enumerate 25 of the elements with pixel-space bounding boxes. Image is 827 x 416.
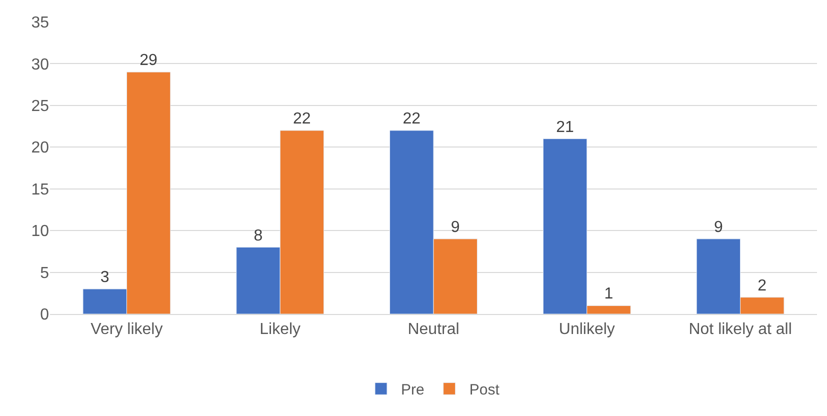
data-label: 22 <box>402 110 421 128</box>
y-tick-label: 20 <box>31 140 50 157</box>
x-tick-label: Neutral <box>408 321 460 338</box>
y-tick-label: 10 <box>31 223 50 240</box>
data-label: 8 <box>254 227 263 244</box>
legend-label: Post <box>469 382 500 398</box>
y-tick-label: 5 <box>40 264 50 282</box>
legend-label: Pre <box>401 382 424 398</box>
y-tick-label: 0 <box>40 306 50 324</box>
data-label: 3 <box>100 268 110 286</box>
data-label: 9 <box>450 218 460 236</box>
data-label: 29 <box>140 52 158 70</box>
x-tick-label: Unlikely <box>558 321 615 338</box>
y-tick-label: 35 <box>31 14 50 32</box>
y-tick-label: 30 <box>31 56 50 74</box>
y-tick-label: 25 <box>31 98 50 116</box>
x-tick-label: Not likely at all <box>688 321 792 338</box>
data-label: 2 <box>758 277 767 294</box>
y-tick-label: 15 <box>31 181 50 198</box>
x-tick-label: Very likely <box>90 321 163 338</box>
data-label: 1 <box>604 286 614 303</box>
data-label: 21 <box>556 118 574 136</box>
data-label: 22 <box>293 110 311 128</box>
x-tick-label: Likely <box>260 321 301 338</box>
data-label: 9 <box>714 218 723 236</box>
